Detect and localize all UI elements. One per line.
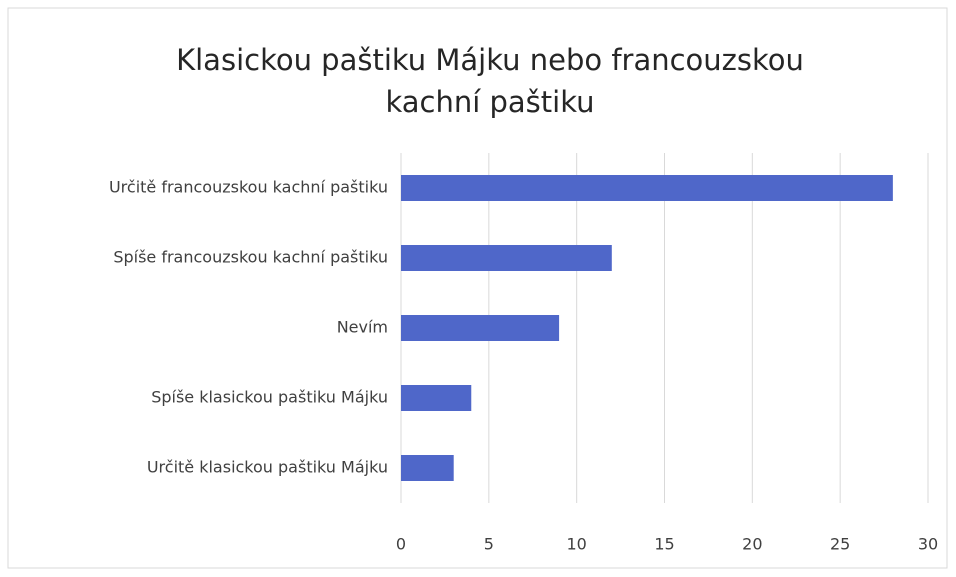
x-tick-label: 5 [484, 535, 494, 554]
bar [401, 455, 454, 481]
chart-border [7, 7, 948, 569]
x-tick-label: 10 [566, 535, 586, 554]
x-tick-label: 0 [396, 535, 406, 554]
x-tick-label: 25 [830, 535, 850, 554]
y-tick-label: Určitě klasickou paštiku Májku [147, 458, 388, 477]
bar [401, 175, 893, 201]
bar [401, 315, 560, 341]
y-tick-label: Nevím [337, 318, 388, 337]
x-tick-label: 30 [918, 535, 938, 554]
x-tick-label: 20 [742, 535, 762, 554]
y-tick-label: Určitě francouzskou kachní paštiku [109, 178, 388, 197]
x-tick-label: 15 [654, 535, 674, 554]
y-tick-label: Spíše klasickou paštiku Májku [151, 388, 388, 407]
chart-title: Klasickou paštiku Májku nebo francouzsko… [176, 43, 804, 77]
bar [401, 245, 612, 271]
bar [401, 385, 472, 411]
y-tick-label: Spíše francouzskou kachní paštiku [113, 248, 388, 267]
chart-title: kachní paštiku [385, 85, 594, 119]
